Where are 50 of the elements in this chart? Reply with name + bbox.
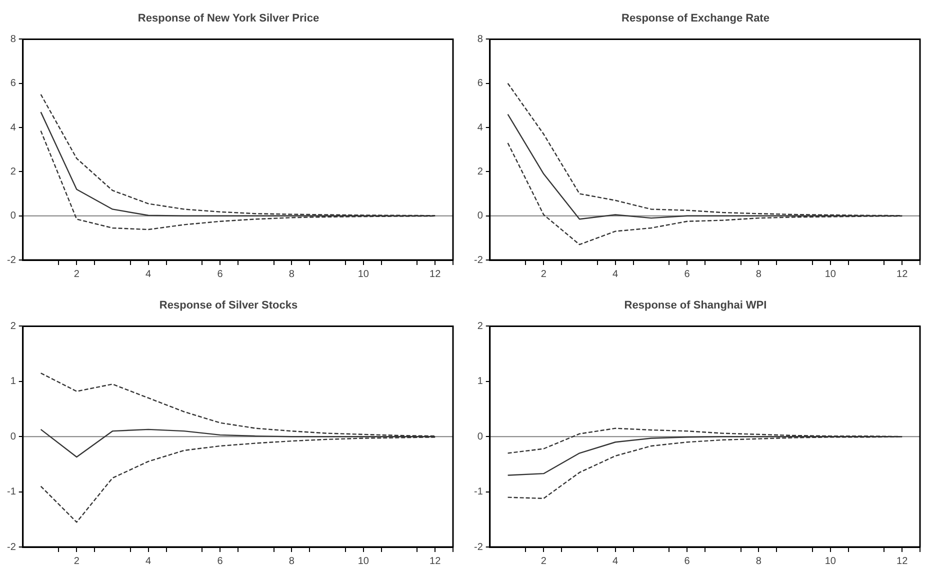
chart-title: Response of Exchange Rate [622,12,770,25]
x-tick-label: 8 [756,556,762,567]
y-tick-label: 6 [10,78,16,90]
y-tick-label: 1 [477,376,484,388]
x-tick-label: 6 [684,268,690,280]
y-tick-label: -2 [474,542,484,553]
chart-title: Response of New York Silver Price [138,12,320,25]
x-tick-label: 12 [430,268,442,280]
x-tick-label: 4 [612,556,619,567]
y-tick-label: 0 [477,431,484,442]
y-tick-label: -1 [474,486,484,498]
y-tick-label: 6 [477,78,484,90]
y-tick-label: 2 [477,166,484,178]
y-tick-label: -2 [6,542,16,553]
y-tick-label: 4 [10,122,16,134]
y-tick-label: 4 [477,122,484,134]
y-tick-label: 2 [10,166,16,178]
x-tick-label: 6 [684,556,690,567]
x-tick-label: 10 [824,268,836,280]
y-tick-label: -2 [474,254,484,266]
y-tick-label: 2 [477,320,484,332]
chart-title: Response of Silver Stocks [159,300,298,312]
x-tick-label: 8 [288,556,295,567]
x-tick-label: 12 [896,556,908,567]
x-tick-label: 12 [430,556,442,567]
chart-title: Response of Shanghai WPI [624,300,767,312]
x-tick-label: 4 [612,268,619,280]
x-tick-label: 8 [288,268,295,280]
y-tick-label: 1 [10,376,16,388]
x-tick-label: 2 [74,556,80,567]
x-tick-label: 2 [74,268,80,280]
x-tick-label: 8 [756,268,762,280]
x-tick-label: 10 [358,556,370,567]
x-tick-label: 4 [146,556,152,567]
y-tick-label: 8 [10,34,16,45]
y-tick-label: 2 [10,320,16,332]
x-tick-label: 6 [217,268,224,280]
x-tick-label: 4 [146,268,152,280]
x-tick-label: 2 [540,556,547,567]
x-tick-label: 10 [824,556,836,567]
x-tick-label: 12 [896,268,908,280]
y-tick-label: 0 [477,210,484,222]
x-tick-label: 6 [217,556,224,567]
x-tick-label: 2 [540,268,547,280]
y-tick-label: 0 [10,210,16,222]
y-tick-label: -1 [6,486,16,498]
y-tick-label: 8 [477,34,484,45]
y-tick-label: -2 [6,254,16,266]
y-tick-label: 0 [10,431,16,442]
x-tick-label: 10 [358,268,370,280]
